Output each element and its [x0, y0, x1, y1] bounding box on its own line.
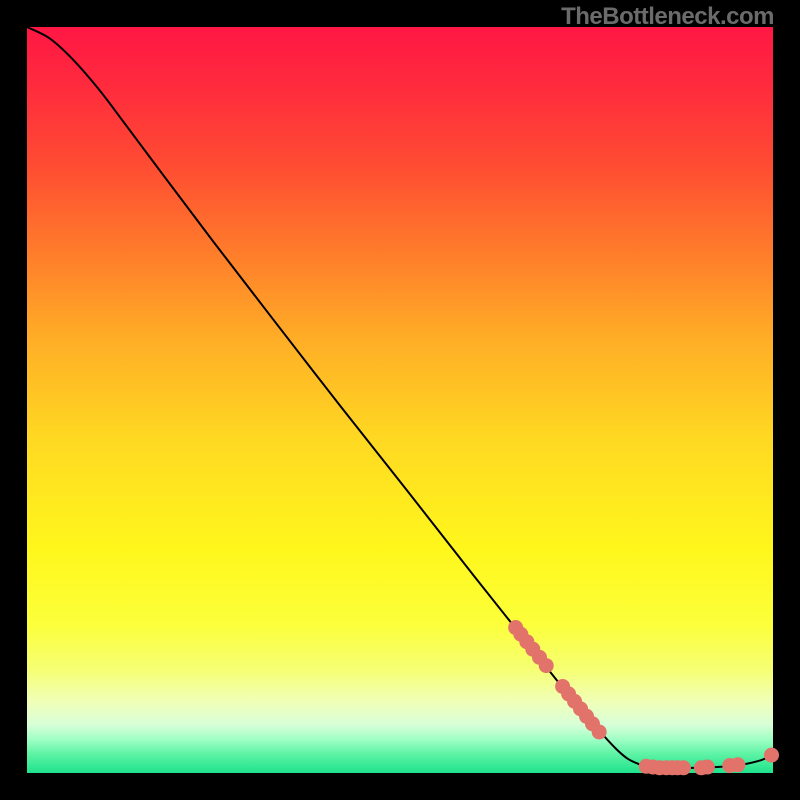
data-marker	[676, 760, 691, 775]
data-marker	[730, 757, 745, 772]
data-marker	[764, 748, 779, 763]
bottleneck-chart	[0, 0, 800, 800]
gradient-background	[27, 27, 773, 773]
chart-container: TheBottleneck.com	[0, 0, 800, 800]
data-marker	[700, 760, 715, 775]
data-marker	[539, 658, 554, 673]
data-marker	[592, 724, 607, 739]
watermark-text: TheBottleneck.com	[561, 3, 774, 31]
